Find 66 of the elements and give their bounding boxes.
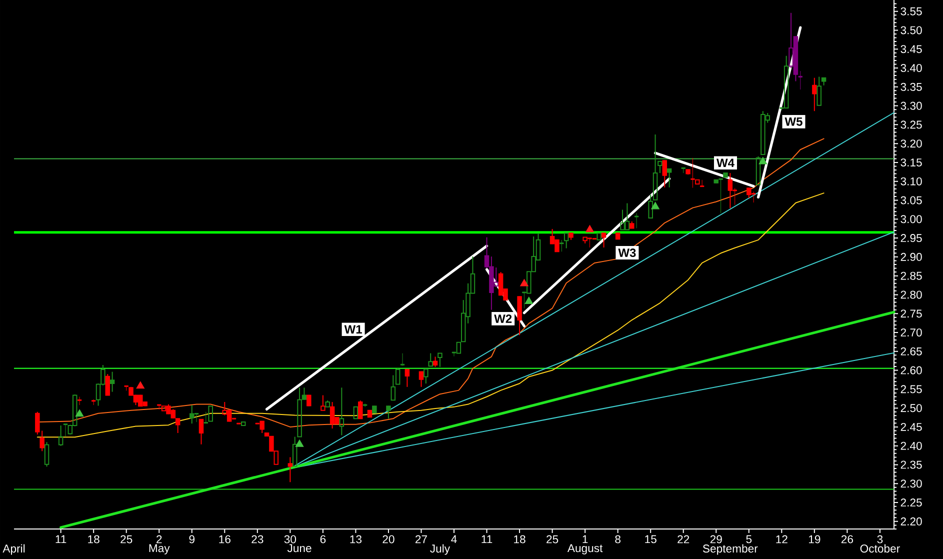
x-tick-label: 26 [841,535,854,544]
annotation: W2 [494,314,512,323]
y-tick-label: 3.40 [900,64,922,72]
y-tick-label: 3.25 [900,120,922,129]
y-tick-label: 2.25 [900,498,922,507]
y-tick-label: 3.55 [900,7,922,16]
x-tick-label: 4 [451,535,457,544]
x-tick-label: 9 [189,535,194,544]
y-tick-label: 3.15 [900,158,922,166]
y-tick-label: 2.85 [900,272,922,280]
y-tick-label: 3.10 [900,177,922,186]
annotation: W4 [716,158,734,167]
x-tick-label: 13 [350,535,362,544]
y-tick-label: 2.55 [900,385,922,394]
x-tick-label: 18 [514,535,526,544]
annotation: W5 [784,117,802,126]
y-tick-label: 3.20 [900,140,922,148]
y-tick-label: 3.50 [900,26,922,34]
x-tick-label: 2 [156,535,162,544]
x-tick-label: 20 [382,535,394,544]
x2-tick-label: July [430,544,450,555]
x-tick-label: 3 [877,535,883,544]
y-tick-label: 3.05 [900,196,922,204]
y-tick-label: 2.45 [900,422,922,431]
y-tick-label: 2.30 [900,480,922,488]
y-tick-label: 2.40 [900,442,922,450]
x-tick-label: 25 [546,535,558,544]
x-tick-label: 16 [219,535,230,544]
x2-tick-label: April [2,544,25,555]
x-tick-label: 6 [320,535,326,544]
y-tick-label: 3.00 [900,215,922,224]
annotation: W1 [344,325,362,334]
x-tick-label: 29 [710,535,722,544]
x-tick-label: 30 [284,535,296,544]
x-tick-label: 15 [645,535,656,544]
x-tick-label: 18 [88,535,100,544]
y-tick-label: 3.45 [900,45,922,54]
x-tick-label: 12 [776,535,788,544]
x-tick-label: 11 [56,535,66,544]
x2-tick-label: June [287,544,312,552]
y-tick-label: 2.75 [900,310,922,318]
y-tick-label: 2.35 [900,460,922,469]
x2-tick-label: August [567,544,603,554]
y-tick-label: 3.30 [900,102,922,110]
x-tick-label: 25 [120,535,132,544]
x-tick-label: 22 [678,535,690,544]
y-tick-label: 2.95 [900,234,922,242]
x-tick-label: 23 [252,535,264,544]
x-tick-label: 8 [615,535,620,544]
y-tick-label: 2.50 [900,404,922,412]
y-tick-label: 2.20 [900,517,922,526]
y-tick-label: 2.70 [900,328,922,337]
x-tick-label: 19 [808,535,820,544]
y-tick-label: 2.65 [900,347,922,356]
y-tick-label: 3.35 [900,82,922,91]
x-tick-label: 27 [416,535,427,544]
y-tick-label: 2.80 [900,290,922,299]
y-tick-label: 2.90 [900,252,922,261]
x-tick-label: 5 [746,535,752,544]
x-tick-label: 1 [582,535,588,544]
x2-tick-label: May [149,544,170,554]
x2-tick-label: September [702,544,758,555]
annotation: W3 [618,248,636,258]
x2-tick-label: October [860,544,900,553]
x-tick-label: 11 [482,535,492,544]
y-tick-label: 2.60 [900,366,922,374]
